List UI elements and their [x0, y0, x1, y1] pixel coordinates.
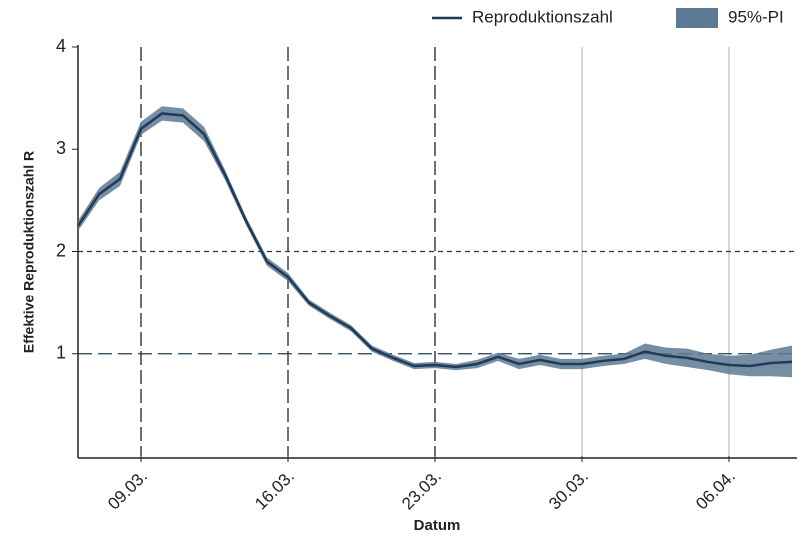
legend-swatch: [676, 8, 718, 28]
x-tick-label: 09.03.: [104, 467, 151, 514]
x-tick-label: 06.04.: [692, 467, 739, 514]
y-tick-label: 3: [56, 138, 66, 158]
y-tick-label: 4: [56, 36, 66, 56]
legend-label: Reproduktionszahl: [472, 7, 613, 26]
y-tick-label: 2: [56, 240, 66, 260]
x-axis-label: Datum: [414, 517, 461, 534]
y-axis-label: Effektive Reproduktionszahl R: [21, 151, 37, 353]
legend-label: 95%-PI: [728, 7, 784, 26]
x-tick-label: 30.03.: [545, 467, 592, 514]
x-tick-label: 16.03.: [251, 467, 298, 514]
line: [76, 112, 793, 369]
x-tick-label: 23.03.: [398, 467, 445, 514]
y-tick-label: 1: [56, 343, 66, 363]
